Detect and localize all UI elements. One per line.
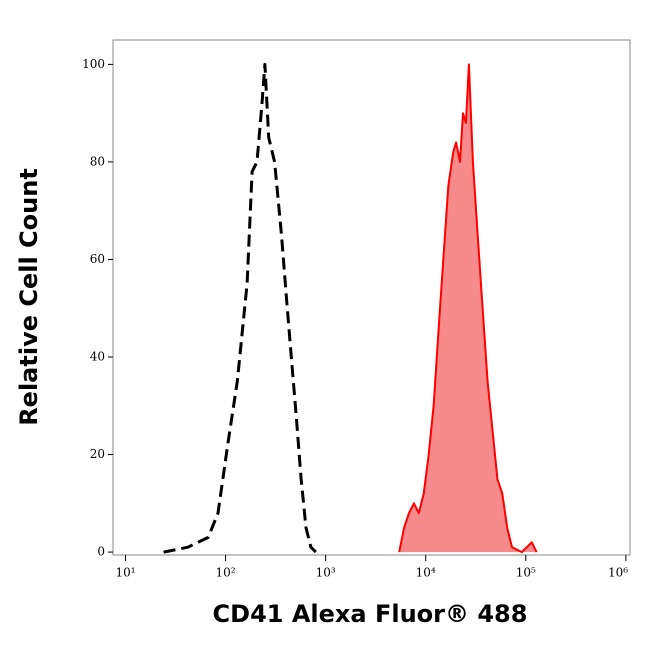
y-tick-label: 100 [82, 57, 105, 71]
y-axis-title: Relative Cell Count [15, 168, 43, 426]
x-tick-label: 10³ [316, 566, 336, 580]
y-tick-label: 0 [97, 545, 105, 559]
x-tick-label: 10⁶ [608, 566, 628, 580]
x-tick-label: 10¹ [115, 566, 135, 580]
x-tick-label: 10⁴ [416, 566, 436, 580]
y-tick-label: 80 [90, 154, 105, 168]
series-area [399, 64, 537, 553]
x-axis-title: CD41 Alexa Fluor® 488 [213, 600, 528, 628]
y-tick-label: 40 [90, 349, 105, 363]
plot-frame [112, 39, 631, 556]
x-tick-label: 10⁵ [516, 566, 536, 580]
y-tick-label: 20 [90, 447, 105, 461]
series-line [398, 63, 538, 554]
x-tick-label: 10² [216, 566, 236, 580]
series-line [163, 62, 317, 554]
y-tick-label: 60 [90, 252, 105, 266]
